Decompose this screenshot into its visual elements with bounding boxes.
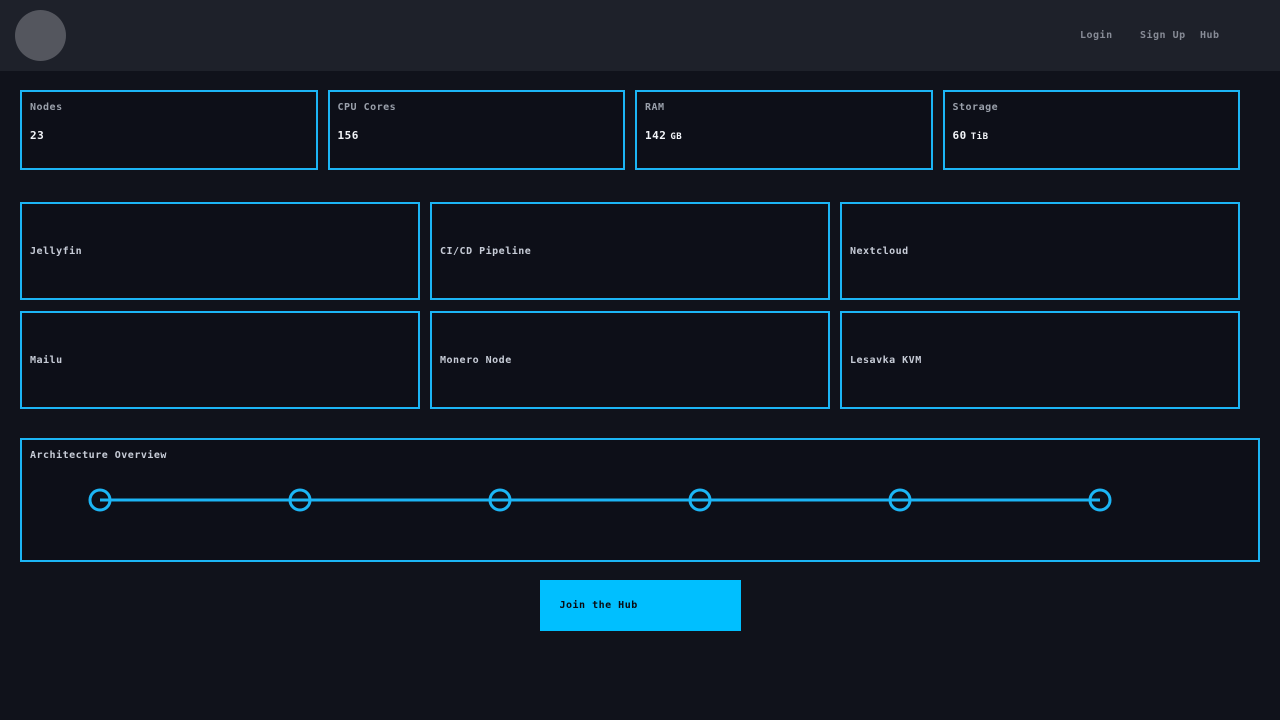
stat-value: 60 TiB (952, 129, 989, 142)
nav-link-hub[interactable]: Hub (1200, 30, 1220, 41)
stat-label: RAM (645, 102, 665, 113)
architecture-node (488, 488, 512, 512)
stat-label: Nodes (30, 102, 63, 113)
stats-grid: Nodes 23 CPU Cores 156 RAM 142 GB Storage… (20, 90, 1240, 170)
nav-link-signup[interactable]: Sign Up (1140, 30, 1186, 41)
stat-card-ram: RAM 142 GB (635, 90, 933, 170)
service-title: Monero Node (440, 354, 512, 366)
architecture-node (288, 488, 312, 512)
service-title: Nextcloud (850, 245, 909, 257)
architecture-node (88, 488, 112, 512)
service-card-cicd-pipeline[interactable]: CI/CD Pipeline (430, 202, 830, 300)
stat-value: 23 (30, 129, 45, 142)
service-card-mailu[interactable]: Mailu (20, 311, 420, 409)
top-navbar: Login Sign Up Hub (0, 0, 1280, 71)
stat-value: 156 (337, 129, 359, 142)
join-hub-button[interactable]: Join the Hub (539, 580, 741, 631)
services-grid: Jellyfin CI/CD Pipeline Nextcloud Mailu … (20, 202, 1240, 409)
stat-card-cpu-cores: CPU Cores 156 (327, 90, 625, 170)
service-card-nextcloud[interactable]: Nextcloud (840, 202, 1240, 300)
nav-link-login[interactable]: Login (1080, 30, 1113, 41)
architecture-node (888, 488, 912, 512)
stat-unit: TiB (970, 132, 989, 142)
avatar[interactable] (15, 10, 66, 61)
service-title: Jellyfin (30, 245, 83, 257)
architecture-node (688, 488, 712, 512)
architecture-title: Architecture Overview (30, 450, 167, 461)
stat-card-storage: Storage 60 TiB (942, 90, 1240, 170)
cta-row: Join the Hub (20, 580, 1260, 631)
stat-label: Storage (952, 102, 999, 113)
main-content: Nodes 23 CPU Cores 156 RAM 142 GB Storage… (0, 90, 1280, 631)
service-card-monero-node[interactable]: Monero Node (430, 311, 830, 409)
architecture-panel: Architecture Overview (20, 438, 1260, 562)
stat-unit: GB (670, 132, 683, 142)
stat-card-nodes: Nodes 23 (20, 90, 318, 170)
architecture-diagram (88, 488, 1112, 512)
service-title: Mailu (30, 354, 63, 366)
service-title: Lesavka KVM (850, 354, 922, 366)
architecture-node (1088, 488, 1112, 512)
stat-label: CPU Cores (337, 102, 397, 113)
service-title: CI/CD Pipeline (440, 245, 532, 257)
service-card-lesavka-kvm[interactable]: Lesavka KVM (840, 311, 1240, 409)
stat-value: 142 GB (645, 129, 683, 142)
service-card-jellyfin[interactable]: Jellyfin (20, 202, 420, 300)
nav-links: Login Sign Up Hub (1080, 30, 1260, 41)
